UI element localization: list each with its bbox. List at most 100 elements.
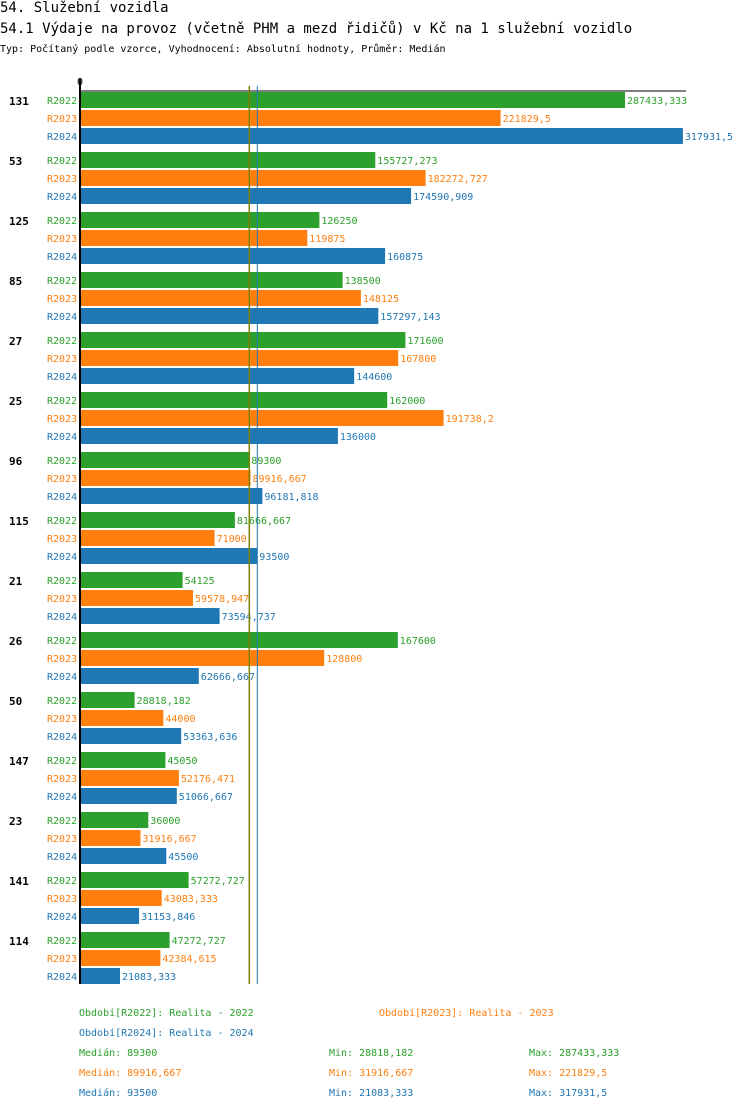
chart-meta: Typ: Počítaný podle vzorce, Vyhodnocení:… (0, 44, 446, 55)
bar (80, 788, 177, 804)
series-label: R2023 (47, 954, 77, 965)
data-label: 93500 (259, 552, 289, 563)
data-label: 57272,727 (191, 876, 245, 887)
series-label: R2022 (47, 636, 77, 647)
series-label: R2024 (47, 912, 77, 923)
bar (80, 548, 258, 564)
data-label: 81666,667 (237, 516, 291, 527)
series-label: R2023 (47, 894, 77, 905)
category-label: 125 (9, 215, 29, 228)
legend-max-r2023: Max: 221829,5 (529, 1068, 608, 1079)
bar (80, 212, 320, 228)
bar (80, 572, 183, 588)
category-label: 96 (9, 455, 23, 468)
series-label: R2022 (47, 276, 77, 287)
series-label: R2022 (47, 456, 77, 467)
data-label: 167800 (400, 354, 436, 365)
series-label: R2023 (47, 474, 77, 485)
series-label: R2024 (47, 372, 77, 383)
bar (80, 488, 263, 504)
data-label: 167600 (400, 636, 436, 647)
bar (80, 608, 220, 624)
legend-median-r2024: Medián: 93500 (79, 1088, 158, 1099)
legend-median-r2022: Medián: 89300 (79, 1048, 158, 1059)
bar (80, 668, 199, 684)
data-label: 126250 (321, 216, 357, 227)
bar (80, 812, 149, 828)
bar (80, 890, 162, 906)
series-label: R2024 (47, 612, 77, 623)
bar (80, 350, 399, 366)
data-label: 160875 (387, 252, 423, 263)
bar (80, 290, 361, 306)
category-label: 21 (9, 575, 23, 588)
data-label: 45500 (168, 852, 198, 863)
data-label: 89916,667 (253, 474, 307, 485)
legend-period-r2023: Období[R2023]: Realita - 2023 (379, 1008, 554, 1019)
bar (80, 410, 444, 426)
data-label: 43083,333 (164, 894, 218, 905)
bar (80, 368, 355, 384)
bar (80, 968, 120, 984)
legend-min-r2024: Min: 21083,333 (329, 1088, 414, 1099)
data-label: 155727,273 (377, 156, 437, 167)
series-label: R2023 (47, 594, 77, 605)
series-label: R2023 (47, 534, 77, 545)
bar (80, 650, 325, 666)
series-label: R2024 (47, 252, 77, 263)
bar (80, 512, 235, 528)
bar (80, 110, 501, 126)
series-label: R2022 (47, 696, 77, 707)
data-label: 54125 (185, 576, 215, 587)
bar (80, 230, 308, 246)
data-label: 53363,636 (183, 732, 237, 743)
bar (80, 152, 376, 168)
bar (80, 170, 426, 186)
bar (80, 770, 179, 786)
bar (80, 452, 250, 468)
series-label: R2023 (47, 174, 77, 185)
bar (80, 752, 166, 768)
data-label: 182272,727 (428, 174, 488, 185)
series-label: R2023 (47, 114, 77, 125)
bar (80, 632, 398, 648)
series-label: R2022 (47, 936, 77, 947)
series-label: R2022 (47, 336, 77, 347)
legend-max-r2022: Max: 287433,333 (529, 1048, 620, 1059)
bar (80, 710, 164, 726)
series-label: R2022 (47, 96, 77, 107)
series-label: R2024 (47, 192, 77, 203)
data-label: 42384,615 (162, 954, 216, 965)
bar (80, 830, 141, 846)
series-label: R2023 (47, 354, 77, 365)
legend-period-r2024: Období[R2024]: Realita - 2024 (79, 1028, 254, 1039)
bar (80, 428, 338, 444)
series-label: R2022 (47, 516, 77, 527)
series-label: R2024 (47, 852, 77, 863)
data-label: 138500 (345, 276, 381, 287)
category-label: 53 (9, 155, 22, 168)
data-label: 47272,727 (172, 936, 226, 947)
series-label: R2024 (47, 432, 77, 443)
data-label: 89300 (251, 456, 281, 467)
series-label: R2022 (47, 576, 77, 587)
series-label: R2023 (47, 774, 77, 785)
bar (80, 308, 379, 324)
category-label: 25 (9, 395, 22, 408)
bar (80, 332, 406, 348)
data-label: 62666,667 (201, 672, 255, 683)
series-label: R2024 (47, 552, 77, 563)
bar (80, 950, 161, 966)
data-label: 287433,333 (627, 96, 687, 107)
data-label: 52176,471 (181, 774, 235, 785)
data-label: 162000 (389, 396, 425, 407)
page-title: 54. Služební vozidla (0, 0, 169, 16)
bar (80, 188, 412, 204)
legend-median-r2023: Medián: 89916,667 (79, 1068, 182, 1079)
series-label: R2022 (47, 756, 77, 767)
bar (80, 728, 182, 744)
data-label: 128800 (326, 654, 362, 665)
legend-period-r2022: Období[R2022]: Realita - 2022 (79, 1008, 254, 1019)
data-label: 21083,333 (122, 972, 176, 983)
bar (80, 272, 343, 288)
